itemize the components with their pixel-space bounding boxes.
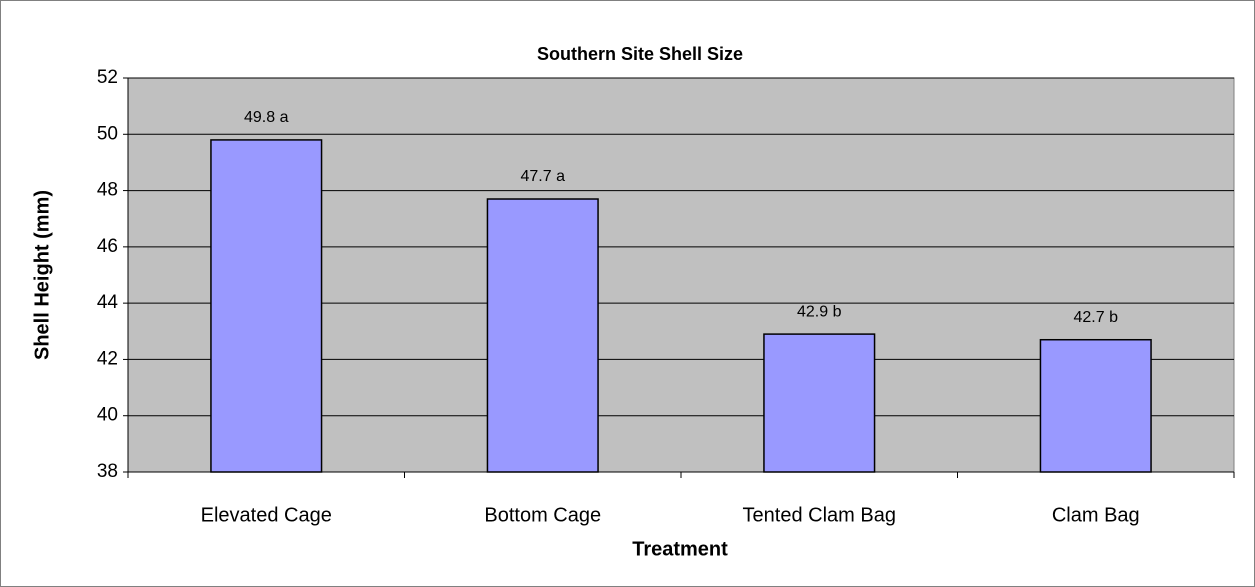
y-tick-label: 50 xyxy=(97,123,118,144)
y-tick-label: 48 xyxy=(97,180,118,201)
data-label: 49.8 a xyxy=(244,109,289,126)
y-axis-label: Shell Height (mm) xyxy=(31,190,53,360)
x-tick-label: Bottom Cage xyxy=(484,504,601,526)
bar xyxy=(210,139,323,473)
bar xyxy=(486,198,599,473)
x-tick-label: Tented Clam Bag xyxy=(743,504,896,526)
x-tick-label: Elevated Cage xyxy=(201,504,332,526)
bar xyxy=(1039,338,1152,473)
chart-title: Southern Site Shell Size xyxy=(537,44,743,64)
x-axis-label: Treatment xyxy=(632,538,728,560)
y-tick-label: 38 xyxy=(97,461,118,482)
y-tick-label: 46 xyxy=(97,236,118,257)
bar xyxy=(763,333,876,473)
data-label: 47.7 a xyxy=(521,168,566,185)
y-tick-label: 44 xyxy=(97,292,119,313)
data-label: 42.7 b xyxy=(1074,309,1119,326)
x-tick-label: Clam Bag xyxy=(1052,504,1140,526)
data-label: 42.9 b xyxy=(797,303,842,320)
y-tick-label: 42 xyxy=(97,348,118,369)
y-tick-label: 40 xyxy=(97,405,118,426)
y-tick-label: 52 xyxy=(97,67,118,88)
